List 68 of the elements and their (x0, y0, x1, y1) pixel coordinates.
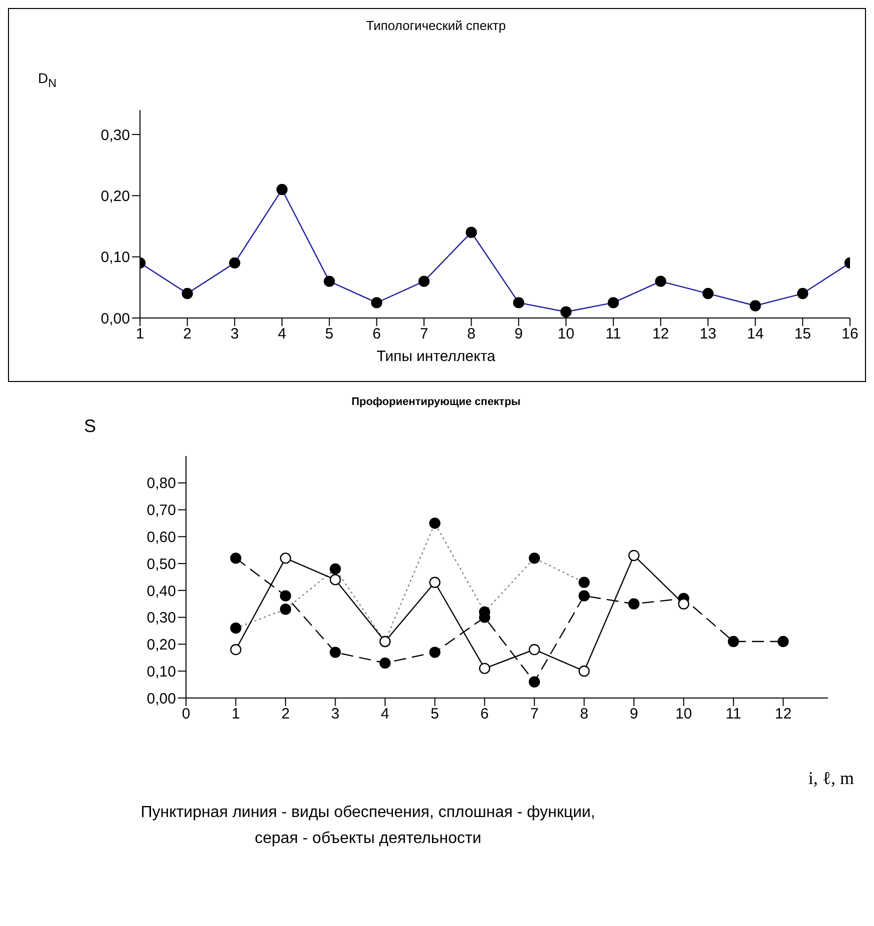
y-tick-label: 0,30 (100, 126, 130, 144)
point (628, 598, 640, 610)
x-tick-label: 10 (558, 326, 574, 343)
x-tick-label: 1 (232, 706, 240, 723)
point (429, 646, 440, 658)
x-axis-title: Типы интеллекта (376, 348, 496, 365)
point (330, 646, 341, 658)
x-tick-label: 1 (136, 326, 144, 343)
point (578, 666, 590, 677)
x-tick-label: 5 (430, 706, 440, 723)
y-tick-label: 0,60 (146, 528, 176, 546)
point (330, 574, 341, 586)
point (230, 552, 242, 564)
y-tick-label: 0,20 (146, 636, 176, 654)
y-tick-label: 0,80 (146, 475, 176, 492)
point (578, 590, 590, 602)
x-tick-label: 6 (480, 706, 489, 723)
point (479, 662, 490, 674)
y-tick-label: 0,20 (100, 188, 130, 205)
y-axis-title: S (84, 416, 96, 437)
x-tick-label: 10 (675, 706, 692, 723)
text: Пунктирная линия - виды обеспечения, сплошная - функции, серая - объекты деятельности (140, 803, 596, 849)
x-tick-label: 7 (420, 326, 428, 343)
point (778, 636, 789, 648)
x-tick-label: 3 (230, 326, 239, 343)
x-tick-label: 8 (580, 706, 588, 723)
x-tick-label: 0 (182, 706, 190, 723)
point (628, 550, 640, 562)
x-tick-label: 14 (746, 326, 764, 343)
y-tick-label: 0,70 (146, 502, 176, 520)
x-axis-title: i, ℓ, m (807, 768, 854, 789)
x-tick-label: 2 (281, 706, 290, 723)
x-tick-label: 12 (652, 326, 670, 343)
y-axis-title: D$_{N}$ (38, 70, 57, 90)
x-tick-label: 4 (380, 706, 390, 723)
x-tick-label: 13 (700, 326, 716, 343)
y-tick-label: 0,10 (100, 249, 130, 266)
point (728, 636, 740, 648)
point (230, 644, 242, 656)
x-tick-label: 6 (372, 326, 381, 343)
y-tick-label: 0,40 (146, 582, 176, 600)
point (280, 552, 292, 564)
point (429, 576, 440, 588)
x-tick-label: 11 (606, 326, 622, 343)
point (678, 598, 690, 610)
y-tick-label: 0,30 (146, 610, 176, 627)
x-tick-label: 8 (467, 326, 476, 343)
x-tick-label: 11 (726, 706, 742, 723)
x-tick-label: 9 (630, 706, 638, 723)
x-tick-label: 16 (842, 326, 858, 343)
x-tick-label: 15 (794, 326, 812, 343)
point (379, 657, 391, 669)
chart-title: Типологический спектр (365, 18, 507, 33)
y-tick-label: 0,50 (146, 556, 176, 573)
x-tick-label: 2 (183, 326, 192, 343)
x-tick-label: 5 (325, 326, 334, 343)
x-tick-label: 7 (530, 706, 539, 723)
x-tick-label: 3 (331, 706, 340, 723)
y-tick-label: 0,00 (100, 310, 130, 328)
x-tick-label: 9 (514, 326, 523, 343)
point (280, 590, 292, 602)
chart-title: Профориентирующие спектры (350, 396, 522, 408)
y-tick-label: 0,10 (146, 663, 176, 680)
point (528, 676, 540, 688)
y-tick-label: 0,00 (146, 690, 176, 708)
point (528, 644, 540, 656)
x-tick-label: 12 (774, 706, 792, 723)
x-tick-label: 4 (278, 326, 286, 343)
